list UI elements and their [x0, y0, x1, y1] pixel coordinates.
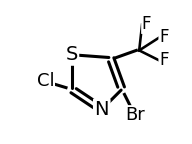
Text: Br: Br: [125, 106, 145, 124]
Text: F: F: [159, 51, 168, 69]
Text: N: N: [94, 100, 109, 119]
Text: Cl: Cl: [36, 72, 54, 90]
Text: F: F: [159, 29, 168, 46]
Text: S: S: [65, 45, 78, 64]
Text: F: F: [142, 15, 151, 33]
